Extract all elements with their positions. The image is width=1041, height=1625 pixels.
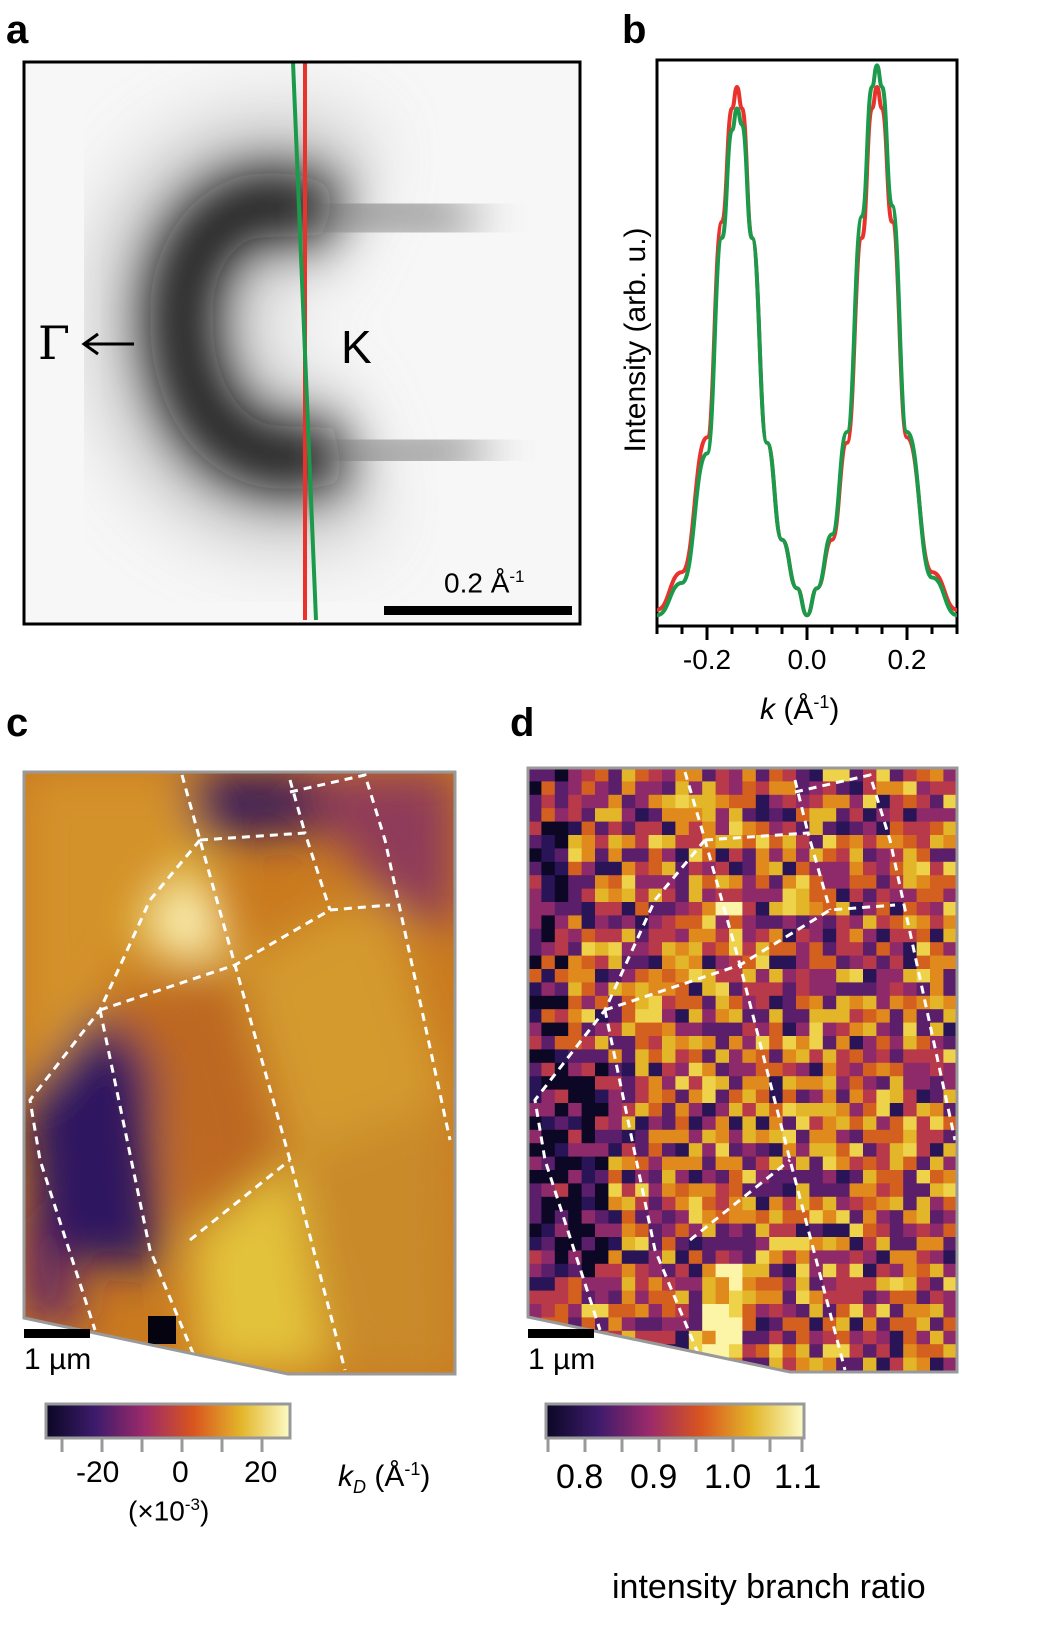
panel-label-c: c (6, 701, 29, 745)
x-tick-label-1: 0.0 (787, 644, 827, 675)
scalebar-d-label: 1 µm (528, 1343, 596, 1376)
colorbar-d-label: intensity branch ratio (612, 1568, 926, 1606)
colorbar-c-tick-0: -20 (76, 1456, 120, 1489)
colorbar-c-multiplier: (×10-3) (128, 1495, 210, 1527)
colorbar-c-tick-2: 20 (244, 1456, 278, 1489)
colorbar-d-tick-1: 0.9 (630, 1458, 678, 1496)
panel-label-a: a (6, 8, 29, 52)
scalebar-a-label: 0.2 Å-1 (444, 567, 525, 599)
colorbar-c (44, 1402, 292, 1440)
x-axis-label-b: k (Å-1) (760, 692, 840, 726)
colorbar-d (544, 1402, 806, 1440)
scalebar-d-bar (528, 1329, 594, 1338)
scalebar-c-label: 1 µm (24, 1343, 92, 1376)
gamma-label: Γ (38, 316, 70, 370)
colorbar-d-tick-3: 1.1 (774, 1458, 822, 1496)
colorbar-d-tick-2: 1.0 (704, 1458, 752, 1496)
scalebar-c-bar (24, 1329, 90, 1338)
panel-label-d: d (510, 701, 535, 745)
k-point-label: K (341, 321, 372, 373)
panel-label-b: b (622, 8, 647, 52)
colorbar-c-label: kD (Å-1) (338, 1459, 431, 1497)
x-tick-label-2: 0.2 (887, 644, 927, 675)
panel-b-chart (655, 58, 959, 640)
colorbar-c-tick-1: 0 (172, 1456, 189, 1489)
panel-a-map (22, 60, 582, 626)
series-line-1 (656, 63, 958, 618)
colorbar-d-tick-0: 0.8 (556, 1458, 604, 1496)
x-tick-label-0: -0.2 (682, 644, 732, 675)
